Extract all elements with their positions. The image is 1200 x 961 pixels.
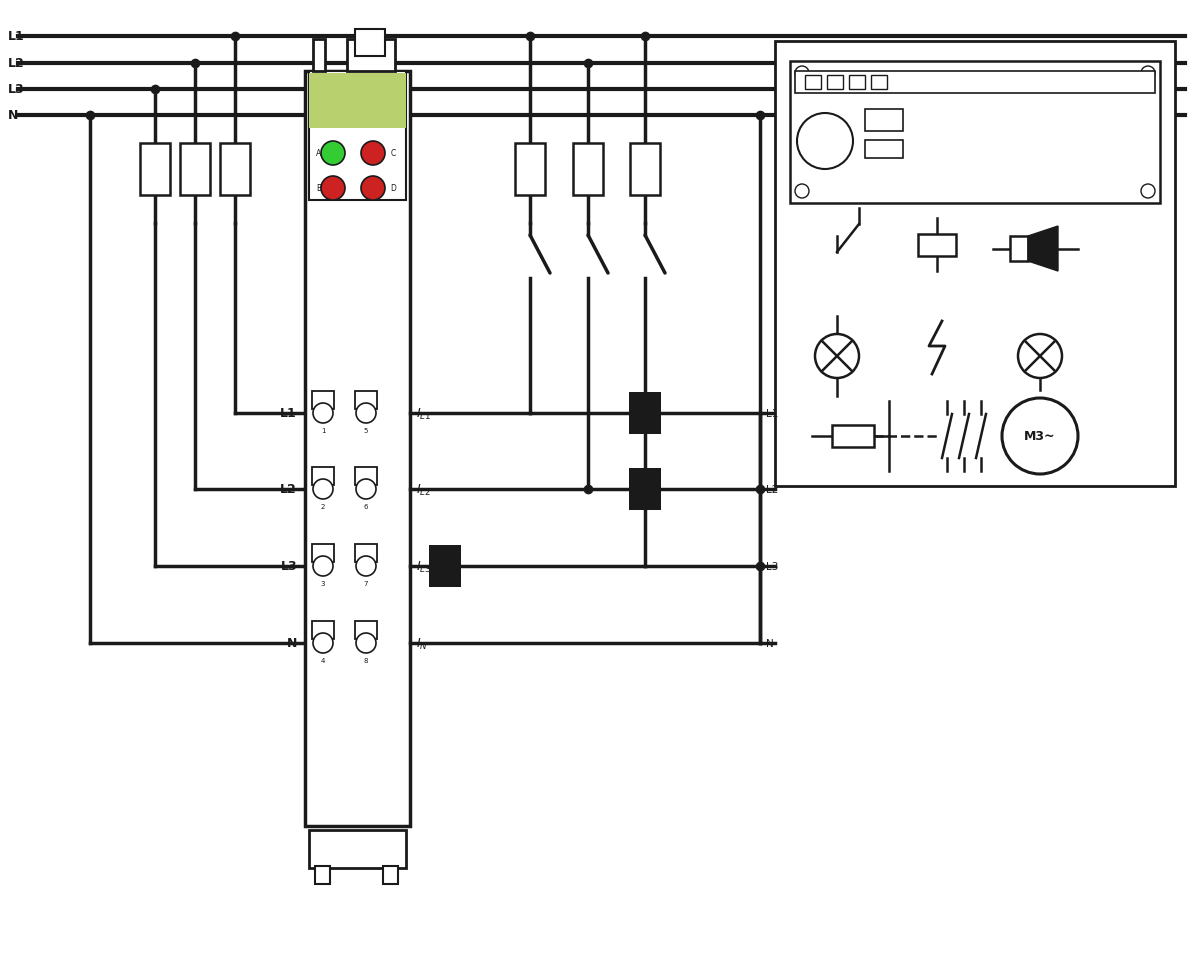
- Circle shape: [1141, 67, 1156, 81]
- Bar: [865, 141, 904, 159]
- Bar: [220, 144, 250, 196]
- Bar: [629, 393, 661, 434]
- Circle shape: [322, 142, 346, 166]
- Bar: [355, 391, 377, 409]
- Bar: [574, 144, 604, 196]
- Bar: [140, 144, 170, 196]
- Circle shape: [796, 185, 809, 199]
- Bar: [918, 234, 956, 257]
- Text: KL3403: KL3403: [331, 834, 384, 847]
- Circle shape: [313, 633, 334, 653]
- Text: 4: 4: [320, 657, 325, 663]
- Text: 3: 3: [320, 580, 325, 586]
- Circle shape: [796, 67, 809, 81]
- Bar: [630, 144, 660, 196]
- Text: L2: L2: [8, 58, 25, 70]
- Text: L2: L2: [281, 483, 298, 496]
- Bar: [355, 545, 377, 562]
- Bar: [347, 40, 395, 72]
- Circle shape: [797, 114, 853, 170]
- Bar: [312, 467, 334, 485]
- Bar: [383, 866, 398, 884]
- Bar: [312, 545, 334, 562]
- Polygon shape: [1028, 227, 1058, 272]
- Circle shape: [313, 404, 334, 424]
- Text: 5: 5: [364, 428, 368, 433]
- Bar: [515, 144, 545, 196]
- Circle shape: [1018, 334, 1062, 379]
- Text: L1: L1: [281, 407, 298, 420]
- Circle shape: [313, 480, 334, 500]
- Bar: [180, 144, 210, 196]
- Text: 8: 8: [364, 657, 368, 663]
- Circle shape: [361, 177, 385, 201]
- Text: 2: 2: [320, 504, 325, 509]
- Bar: [313, 40, 325, 72]
- Text: $I_{L3}$: $I_{L3}$: [416, 559, 432, 574]
- Text: L3: L3: [766, 561, 779, 572]
- Circle shape: [356, 404, 376, 424]
- Bar: [355, 30, 385, 57]
- Text: N: N: [287, 637, 298, 650]
- Text: L3: L3: [281, 560, 298, 573]
- Text: L2: L2: [766, 484, 779, 495]
- Bar: [316, 866, 330, 884]
- Bar: [312, 391, 334, 409]
- Text: L1: L1: [8, 31, 25, 43]
- Circle shape: [1141, 185, 1156, 199]
- Bar: [827, 76, 844, 90]
- Text: A: A: [317, 149, 322, 159]
- Circle shape: [356, 556, 376, 577]
- Bar: [312, 622, 334, 639]
- Circle shape: [356, 633, 376, 653]
- Bar: [629, 469, 661, 510]
- Bar: [850, 76, 865, 90]
- Text: N: N: [8, 110, 18, 122]
- Text: L1: L1: [766, 408, 779, 419]
- Text: N: N: [766, 638, 774, 649]
- Text: 6: 6: [364, 504, 368, 509]
- Bar: [865, 110, 904, 132]
- Text: B: B: [317, 185, 322, 193]
- Bar: [355, 622, 377, 639]
- Text: C: C: [390, 149, 396, 159]
- Text: $I_N$: $I_N$: [416, 636, 428, 651]
- Bar: [805, 76, 821, 90]
- Circle shape: [322, 177, 346, 201]
- Bar: [310, 72, 406, 201]
- Circle shape: [361, 142, 385, 166]
- Circle shape: [815, 334, 859, 379]
- Bar: [871, 76, 887, 90]
- Circle shape: [356, 480, 376, 500]
- Bar: [775, 42, 1175, 486]
- Circle shape: [1002, 399, 1078, 475]
- Bar: [310, 74, 406, 129]
- Text: $I_{L2}$: $I_{L2}$: [416, 482, 431, 497]
- Bar: [790, 62, 1160, 204]
- Text: 7: 7: [364, 580, 368, 586]
- Bar: [310, 830, 406, 868]
- Bar: [430, 546, 461, 587]
- Bar: [305, 72, 410, 826]
- Bar: [1010, 236, 1028, 261]
- Text: L3: L3: [8, 84, 25, 96]
- Circle shape: [313, 556, 334, 577]
- Bar: [832, 426, 874, 448]
- Text: D: D: [390, 185, 396, 193]
- Text: M3~: M3~: [1024, 431, 1056, 443]
- Text: 1: 1: [320, 428, 325, 433]
- Bar: [796, 72, 1156, 94]
- Bar: [355, 467, 377, 485]
- Text: $I_{L1}$: $I_{L1}$: [416, 407, 431, 421]
